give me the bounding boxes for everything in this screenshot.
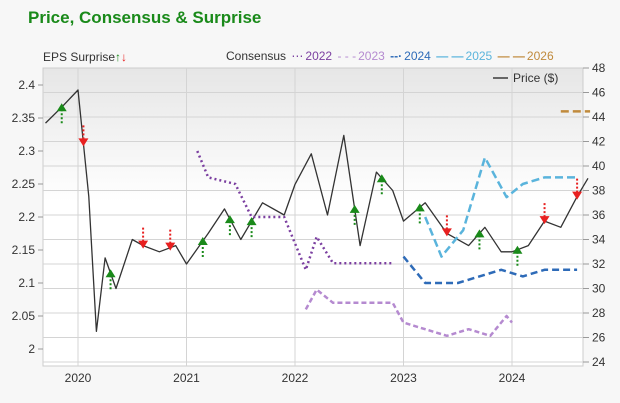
chart-title: Price, Consensus & Surprise bbox=[28, 8, 262, 27]
surprise-down-arrow-icon bbox=[165, 229, 176, 251]
consensus-legend: Consensus ⋯ 2022 - - -2023 --· 2024 — —202… bbox=[226, 49, 556, 63]
gridlines bbox=[43, 68, 583, 366]
y-left-tick: 2.4 bbox=[18, 78, 35, 92]
consensus-2025-line bbox=[424, 156, 578, 258]
surprise-up-arrow-icon bbox=[376, 174, 387, 195]
y-right-tick: 32 bbox=[592, 257, 606, 271]
legend-2023: 2023 bbox=[358, 49, 385, 63]
surprise-up-arrow-icon bbox=[246, 217, 257, 238]
y-right-tick: 46 bbox=[592, 86, 606, 100]
x-tick: 2021 bbox=[173, 371, 200, 385]
legend-2022: 2022 bbox=[305, 49, 333, 63]
surprise-down-arrow-icon bbox=[138, 227, 149, 249]
surprise-up-arrow-icon bbox=[474, 229, 485, 250]
y-right-tick: 34 bbox=[592, 233, 606, 247]
y-left-tick: 2.2 bbox=[18, 210, 35, 224]
consensus-2023-line bbox=[304, 288, 513, 338]
x-tick: 2024 bbox=[499, 371, 526, 385]
x-tick: 2022 bbox=[282, 371, 309, 385]
y-left-tick: 2.05 bbox=[12, 309, 36, 323]
surprise-down-arrow-icon bbox=[539, 203, 550, 225]
series-layer bbox=[45, 89, 591, 338]
surprise-up-arrow-icon bbox=[414, 203, 425, 224]
legend-2023-swatch: - - - bbox=[337, 49, 357, 63]
price-legend: Price ($) bbox=[493, 71, 558, 85]
consensus-2022-line bbox=[196, 150, 393, 272]
legend-2025: 2025 bbox=[465, 49, 493, 63]
surprise-up-arrow-icon bbox=[349, 204, 360, 225]
surprise-up-arrow-icon bbox=[224, 215, 235, 236]
legend-2024: 2024 bbox=[404, 49, 431, 63]
y-left-tick: 2.25 bbox=[12, 177, 36, 191]
y-left-tick: 2.1 bbox=[18, 276, 35, 290]
surprise-up-arrow-icon bbox=[105, 269, 116, 290]
y-right-tick: 36 bbox=[592, 208, 606, 222]
legend-2022-swatch: ⋯ bbox=[291, 49, 304, 63]
surprise-up-arrow-icon bbox=[56, 103, 67, 124]
y-left-tick: 2.15 bbox=[12, 243, 36, 257]
consensus-label: Consensus bbox=[226, 49, 287, 63]
surprise-down-arrow-icon bbox=[78, 125, 89, 147]
consensus-2024-line bbox=[402, 255, 578, 285]
y-right-tick: 48 bbox=[592, 61, 606, 75]
axis-ticks: 24 26 28 30 32 34 36 38 40 42 44 46 48 2 2.05 2.1 2.15 2.… bbox=[12, 61, 606, 385]
y-left-tick: 2 bbox=[28, 342, 35, 356]
legend-2024-swatch: --· bbox=[390, 49, 403, 63]
y-right-tick: 26 bbox=[592, 331, 606, 345]
arrow-up-icon: ↑ bbox=[115, 50, 122, 64]
eps-surprise-arrows bbox=[56, 103, 583, 290]
y-left-tick: 2.3 bbox=[18, 144, 35, 158]
surprise-up-arrow-icon bbox=[512, 245, 523, 266]
surprise-up-arrow-icon bbox=[197, 237, 208, 258]
y-right-tick: 24 bbox=[592, 355, 606, 369]
price-legend-label: Price ($) bbox=[513, 71, 558, 85]
legend-2026: 2026 bbox=[526, 49, 554, 63]
legend-2025-swatch: — — bbox=[436, 49, 464, 63]
surprise-down-arrow-icon bbox=[572, 178, 583, 200]
y-right-tick: 40 bbox=[592, 159, 606, 173]
x-tick: 2023 bbox=[390, 371, 417, 385]
arrow-down-icon: ↓ bbox=[121, 50, 128, 64]
y-right-tick: 28 bbox=[592, 306, 606, 320]
y-right-tick: 42 bbox=[592, 135, 606, 149]
y-right-tick: 30 bbox=[592, 282, 606, 296]
y-right-tick: 38 bbox=[592, 184, 606, 198]
eps-surprise-label: EPS Surprise bbox=[43, 50, 116, 64]
price--line bbox=[45, 89, 589, 333]
legend-2026-swatch: — — bbox=[497, 49, 525, 63]
plot-area bbox=[42, 67, 584, 367]
surprise-down-arrow-icon bbox=[441, 215, 452, 237]
eps-surprise-legend: EPS Surprise↑↓ bbox=[43, 50, 127, 64]
y-right-tick: 44 bbox=[592, 110, 606, 124]
y-left-tick: 2.35 bbox=[12, 111, 36, 125]
x-tick: 2020 bbox=[65, 371, 92, 385]
